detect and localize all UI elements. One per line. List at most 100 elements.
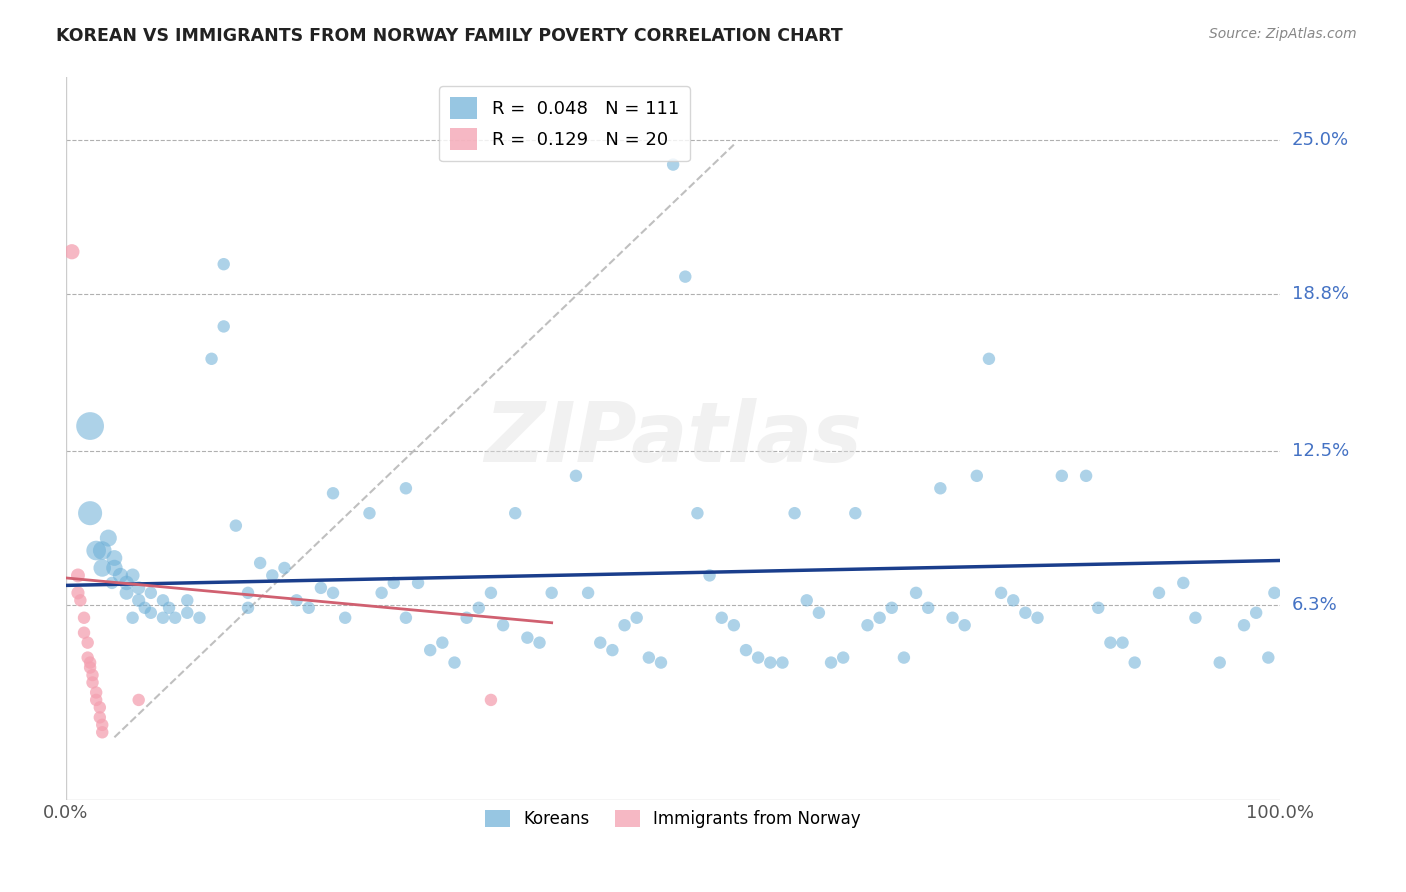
Point xyxy=(917,600,939,615)
Point xyxy=(1014,606,1036,620)
Point xyxy=(262,568,284,582)
Point xyxy=(1026,611,1049,625)
Point xyxy=(152,593,174,607)
Point xyxy=(66,568,89,582)
Point xyxy=(699,568,721,582)
Point xyxy=(1184,611,1206,625)
Point xyxy=(110,568,132,582)
Point xyxy=(82,668,104,682)
Point xyxy=(1123,656,1146,670)
Point xyxy=(529,635,551,649)
Point xyxy=(97,531,120,545)
Point xyxy=(1233,618,1256,632)
Point xyxy=(966,468,988,483)
Point xyxy=(492,618,515,632)
Point xyxy=(79,660,101,674)
Point xyxy=(382,575,405,590)
Point xyxy=(200,351,222,366)
Point xyxy=(869,611,891,625)
Point xyxy=(1099,635,1122,649)
Point xyxy=(91,725,114,739)
Point xyxy=(1074,468,1097,483)
Point xyxy=(335,611,357,625)
Point xyxy=(152,611,174,625)
Point xyxy=(236,586,259,600)
Text: 25.0%: 25.0% xyxy=(1292,131,1348,149)
Point xyxy=(79,419,101,434)
Point xyxy=(772,656,794,670)
Text: ZIPatlas: ZIPatlas xyxy=(484,398,862,479)
Point xyxy=(565,468,588,483)
Point xyxy=(503,506,526,520)
Text: Source: ZipAtlas.com: Source: ZipAtlas.com xyxy=(1209,27,1357,41)
Point xyxy=(395,611,418,625)
Point xyxy=(212,257,235,271)
Text: 12.5%: 12.5% xyxy=(1292,442,1348,460)
Point xyxy=(650,656,672,670)
Point xyxy=(322,586,344,600)
Point xyxy=(456,611,478,625)
Point xyxy=(76,650,98,665)
Point xyxy=(128,593,150,607)
Point xyxy=(468,600,491,615)
Point xyxy=(139,606,162,620)
Point xyxy=(249,556,271,570)
Point xyxy=(673,269,696,284)
Point xyxy=(419,643,441,657)
Point xyxy=(1111,635,1133,649)
Point xyxy=(236,600,259,615)
Point xyxy=(832,650,855,665)
Point xyxy=(115,586,138,600)
Point xyxy=(820,656,842,670)
Point xyxy=(432,635,454,649)
Point xyxy=(225,518,247,533)
Point xyxy=(91,718,114,732)
Point xyxy=(322,486,344,500)
Point xyxy=(84,543,107,558)
Point xyxy=(576,586,599,600)
Point xyxy=(298,600,321,615)
Point xyxy=(1257,650,1279,665)
Point xyxy=(139,586,162,600)
Point xyxy=(710,611,733,625)
Point xyxy=(370,586,392,600)
Point xyxy=(796,593,818,607)
Point xyxy=(977,351,1000,366)
Point xyxy=(79,656,101,670)
Point xyxy=(359,506,381,520)
Point xyxy=(69,593,91,607)
Text: 6.3%: 6.3% xyxy=(1292,597,1337,615)
Point xyxy=(212,319,235,334)
Point xyxy=(443,656,465,670)
Point xyxy=(1002,593,1025,607)
Point xyxy=(115,575,138,590)
Point xyxy=(540,586,562,600)
Point xyxy=(602,643,624,657)
Point xyxy=(134,600,156,615)
Point xyxy=(76,635,98,649)
Point xyxy=(101,575,124,590)
Point xyxy=(103,551,125,566)
Point xyxy=(309,581,332,595)
Point xyxy=(844,506,866,520)
Point xyxy=(165,611,187,625)
Point xyxy=(1209,656,1232,670)
Point xyxy=(905,586,928,600)
Point xyxy=(589,635,612,649)
Point xyxy=(395,481,418,495)
Point xyxy=(1263,586,1285,600)
Point xyxy=(723,618,745,632)
Point xyxy=(856,618,879,632)
Point xyxy=(157,600,180,615)
Point xyxy=(84,685,107,699)
Point xyxy=(128,693,150,707)
Point xyxy=(747,650,769,665)
Point xyxy=(84,693,107,707)
Point xyxy=(89,710,111,724)
Point xyxy=(91,543,114,558)
Point xyxy=(79,506,101,520)
Point xyxy=(73,611,96,625)
Point xyxy=(121,611,143,625)
Text: 18.8%: 18.8% xyxy=(1292,285,1348,303)
Point xyxy=(626,611,648,625)
